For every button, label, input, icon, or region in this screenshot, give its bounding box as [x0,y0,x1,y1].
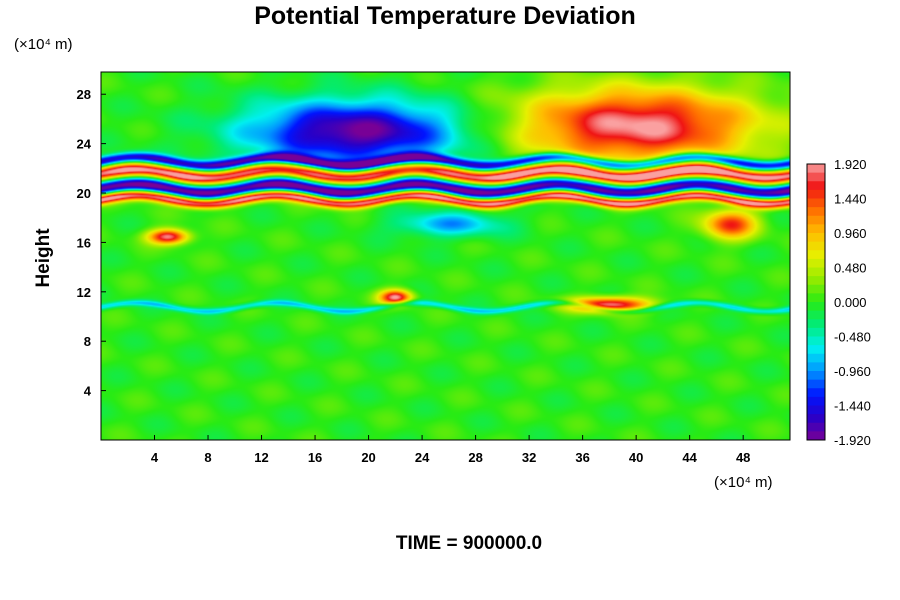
colorbar-label: 0.960 [834,226,867,241]
x-tick-label: 4 [151,450,159,465]
x-tick-label: 28 [468,450,482,465]
colorbar-segment [807,276,825,286]
colorbar-segment [807,353,825,363]
colorbar-segment [807,258,825,268]
chart-title: Potential Temperature Deviation [254,2,636,30]
x-tick-label: 12 [254,450,268,465]
y-tick-label: 16 [77,235,91,250]
colorbar: 1.920 1.440 0.960 0.480 0.000 -0.480 -0.960 -1.… [806,157,871,448]
y-tick-label: 12 [77,285,91,300]
colorbar-label: 1.920 [834,157,867,172]
colorbar-segment [807,396,825,406]
colorbar-segment [807,362,825,372]
heatmap-canvas [101,72,790,440]
plot-area [101,72,790,440]
colorbar-segment [807,293,825,303]
y-tick-label: 20 [77,186,91,201]
colorbar-label: 1.440 [834,192,867,207]
x-tick-label: 8 [204,450,211,465]
colorbar-segment [807,198,825,208]
colorbar-segment [807,207,825,217]
colorbar-frame [806,163,826,441]
colorbar-segment [807,172,825,182]
x-tick-label: 40 [629,450,643,465]
x-tick-label: 32 [522,450,536,465]
y-tick-label: 4 [84,384,92,399]
x-axis-unit: (×10⁴ m) [714,474,773,491]
y-axis-ticks: 4 8 12 16 20 24 28 [77,87,106,399]
colorbar-segment [807,405,825,415]
colorbar-segment [807,310,825,320]
colorbar-segment [807,284,825,294]
colorbar-segment [807,233,825,243]
colorbar-label: -0.960 [834,364,871,379]
y-tick-label: 28 [77,87,91,102]
colorbar-segment [807,224,825,234]
colorbar-label: 0.480 [834,261,867,276]
colorbar-segment [807,388,825,398]
colorbar-segment [807,371,825,381]
y-tick-label: 24 [77,137,92,152]
y-tick-label: 8 [84,334,91,349]
colorbar-segment [807,422,825,432]
colorbar-segment [807,189,825,199]
y-axis-unit: (×10⁴ m) [14,36,73,53]
time-label: TIME = 900000.0 [396,533,542,554]
colorbar-label: -1.920 [834,433,871,448]
x-tick-label: 36 [575,450,589,465]
colorbar-segment [807,215,825,225]
x-tick-label: 20 [361,450,375,465]
colorbar-segment [807,431,825,441]
colorbar-segment [807,336,825,346]
plot-frame [100,71,791,441]
colorbar-segment [807,181,825,191]
colorbar-segment [807,164,825,174]
x-axis-ticks: 4 8 12 16 20 24 28 32 36 40 44 48 [151,435,750,465]
colorbar-segment [807,379,825,389]
x-tick-label: 16 [308,450,322,465]
colorbar-segment [807,267,825,277]
x-tick-label: 24 [415,450,430,465]
x-tick-label: 48 [736,450,750,465]
colorbar-segment [807,319,825,329]
colorbar-segment [807,241,825,251]
x-tick-label: 44 [682,450,697,465]
colorbar-segment [807,302,825,312]
colorbar-label: 0.000 [834,295,867,310]
colorbar-segment [807,250,825,260]
colorbar-label: -0.480 [834,330,871,345]
colorbar-segment [807,327,825,337]
colorbar-segment [807,345,825,355]
colorbar-label: -1.440 [834,399,871,414]
colorbar-segment [807,414,825,424]
y-axis-title: Height [33,228,54,288]
